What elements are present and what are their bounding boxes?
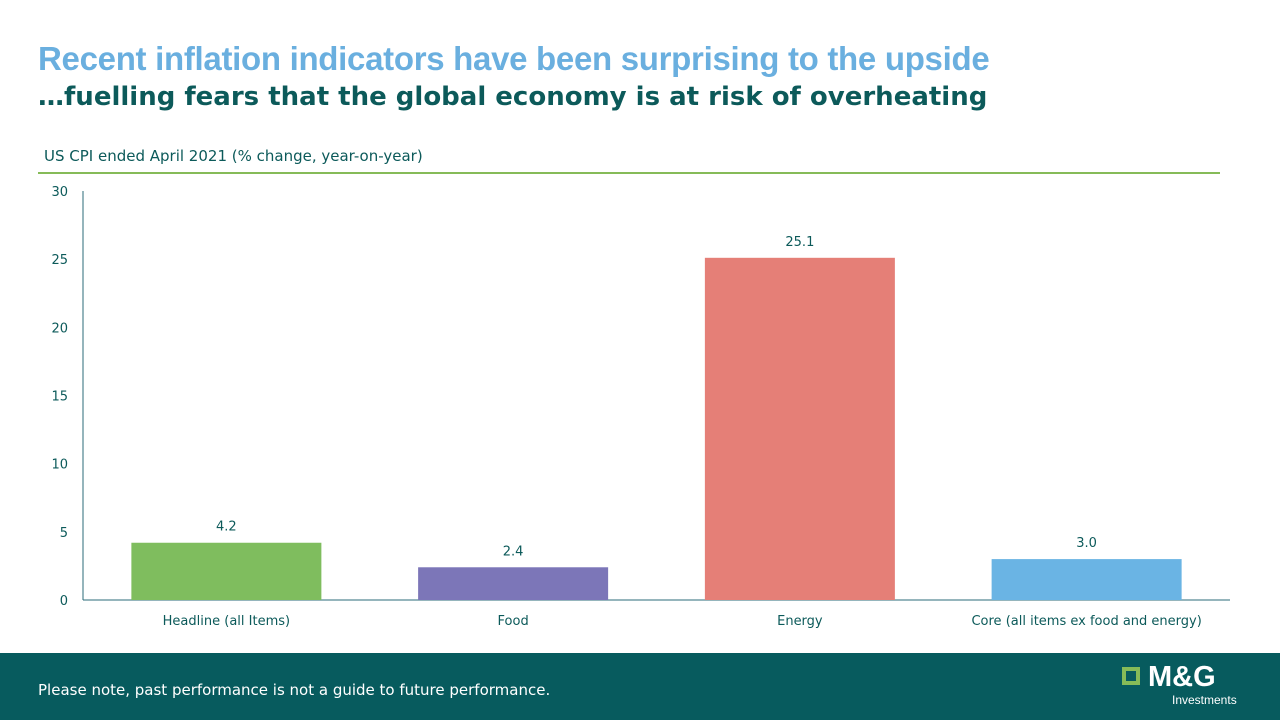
logo-brand: M&G — [1148, 661, 1216, 693]
y-tick-label: 0 — [60, 594, 68, 609]
cpi-bar-chart: 0 5 10 15 20 25 30 4.2 Headline (all Items) 2.4 Fo… — [51, 185, 1230, 629]
bar — [991, 559, 1182, 600]
logo-square-icon — [1122, 667, 1140, 685]
bar-value-label: 3.0 — [1076, 536, 1097, 551]
y-tick-label: 15 — [51, 390, 68, 405]
x-tick-label: Core (all items ex food and energy) — [971, 614, 1201, 629]
mg-logo: M&G Investments — [1122, 661, 1242, 709]
y-tick-label: 5 — [60, 526, 68, 541]
bar-value-label: 25.1 — [785, 235, 814, 250]
x-tick-label: Energy — [777, 614, 823, 629]
bar-value-label: 4.2 — [216, 520, 237, 535]
page-title: Recent inflation indicators have been su… — [38, 40, 990, 77]
y-tick-label: 25 — [51, 253, 68, 268]
bar — [418, 567, 609, 600]
y-tick-label: 30 — [51, 185, 68, 200]
y-tick-label: 10 — [51, 458, 68, 473]
bar — [704, 257, 895, 600]
chart-label: US CPI ended April 2021 (% change, year-… — [44, 147, 423, 165]
bar-value-label: 2.4 — [503, 544, 524, 559]
header-rule — [38, 172, 1220, 174]
x-tick-label: Headline (all Items) — [163, 614, 290, 629]
bar — [131, 542, 322, 600]
page-subtitle: …fuelling fears that the global economy … — [38, 82, 988, 112]
logo-subtitle: Investments — [1172, 693, 1237, 707]
footer: Please note, past performance is not a g… — [0, 653, 1280, 720]
disclaimer-text: Please note, past performance is not a g… — [38, 681, 551, 699]
y-tick-label: 20 — [51, 321, 68, 336]
x-tick-label: Food — [498, 614, 529, 629]
